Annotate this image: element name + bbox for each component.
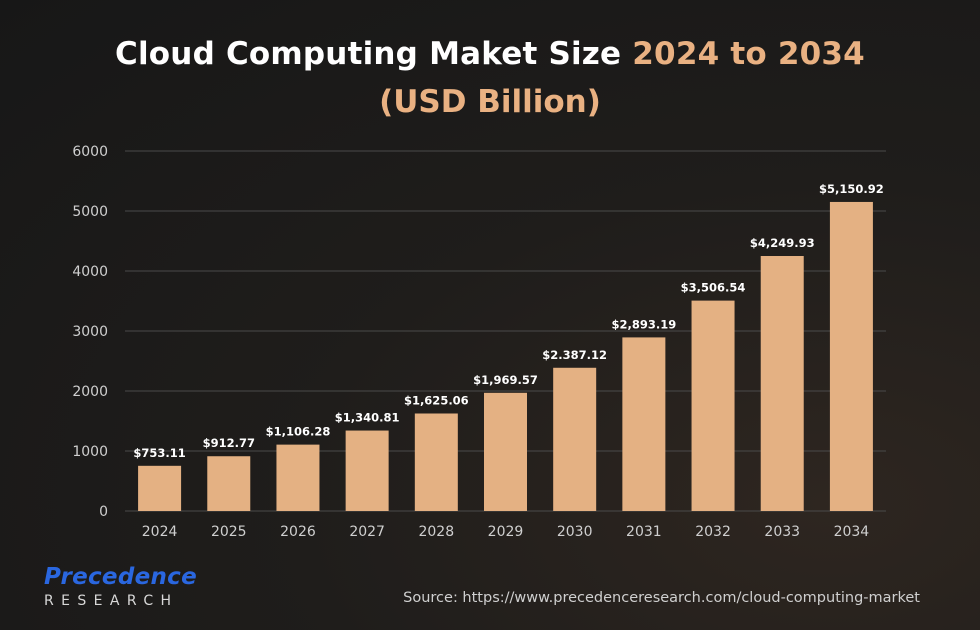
bar-2032 bbox=[691, 300, 735, 511]
x-tick-label: 2030 bbox=[557, 524, 593, 540]
x-tick-label: 2032 bbox=[695, 524, 731, 540]
bar-data-label: $3,506.54 bbox=[681, 281, 746, 295]
x-tick-label: 2026 bbox=[280, 524, 316, 540]
bar-data-label: $753.11 bbox=[133, 446, 185, 460]
bar-2031 bbox=[622, 337, 666, 511]
chart-title: Cloud Computing Maket Size 2024 to 2034 bbox=[0, 36, 980, 72]
x-tick-label: 2033 bbox=[764, 524, 800, 540]
bar-data-label: $2,893.19 bbox=[611, 317, 676, 331]
x-tick-label: 2027 bbox=[349, 524, 385, 540]
precedence-research-logo: Precedence RESEARCH bbox=[44, 564, 197, 610]
chart-title-accent: 2024 to 2034 bbox=[632, 36, 865, 72]
bar-2034 bbox=[829, 201, 873, 511]
x-tick-label: 2034 bbox=[834, 524, 870, 540]
y-tick-label: 6000 bbox=[72, 144, 108, 160]
x-tick-label: 2031 bbox=[626, 524, 662, 540]
y-tick-label: 1000 bbox=[72, 444, 108, 460]
bar-data-label: $4,249.93 bbox=[750, 236, 815, 250]
bar-2033 bbox=[760, 256, 804, 511]
bar-2025 bbox=[207, 456, 251, 511]
bar-data-label: $912.77 bbox=[203, 436, 255, 450]
bar-2027 bbox=[345, 430, 389, 511]
y-tick-label: 4000 bbox=[72, 264, 108, 280]
bar-2028 bbox=[414, 413, 458, 511]
y-tick-label: 5000 bbox=[72, 204, 108, 220]
logo-tagline: RESEARCH bbox=[44, 593, 179, 609]
chart-subtitle: (USD Billion) bbox=[379, 84, 601, 120]
y-tick-label: 0 bbox=[99, 504, 108, 520]
bar-data-label: $5,150.92 bbox=[819, 182, 884, 196]
x-tick-label: 2028 bbox=[418, 524, 454, 540]
bar-2024 bbox=[138, 465, 182, 511]
bar-2029 bbox=[484, 392, 527, 511]
x-tick-label: 2024 bbox=[142, 524, 178, 540]
bar-data-label: $1,106.28 bbox=[266, 425, 331, 439]
y-tick-label: 2000 bbox=[72, 384, 108, 400]
bar-2026 bbox=[276, 444, 320, 511]
bar-data-label: $1,340.81 bbox=[335, 411, 400, 425]
bar-data-label: $1,625.06 bbox=[404, 393, 469, 407]
y-tick-label: 3000 bbox=[72, 324, 108, 340]
source-citation: Source: https://www.precedenceresearch.c… bbox=[403, 590, 920, 606]
logo-wordmark: Precedence bbox=[44, 564, 197, 590]
x-tick-label: 2029 bbox=[488, 524, 524, 540]
bar-data-label: $2.387.12 bbox=[542, 348, 607, 362]
bar-data-label: $1,969.57 bbox=[473, 373, 538, 387]
x-tick-label: 2025 bbox=[211, 524, 247, 540]
chart-title-main: Cloud Computing Maket Size bbox=[115, 36, 622, 72]
bar-2030 bbox=[553, 367, 597, 511]
